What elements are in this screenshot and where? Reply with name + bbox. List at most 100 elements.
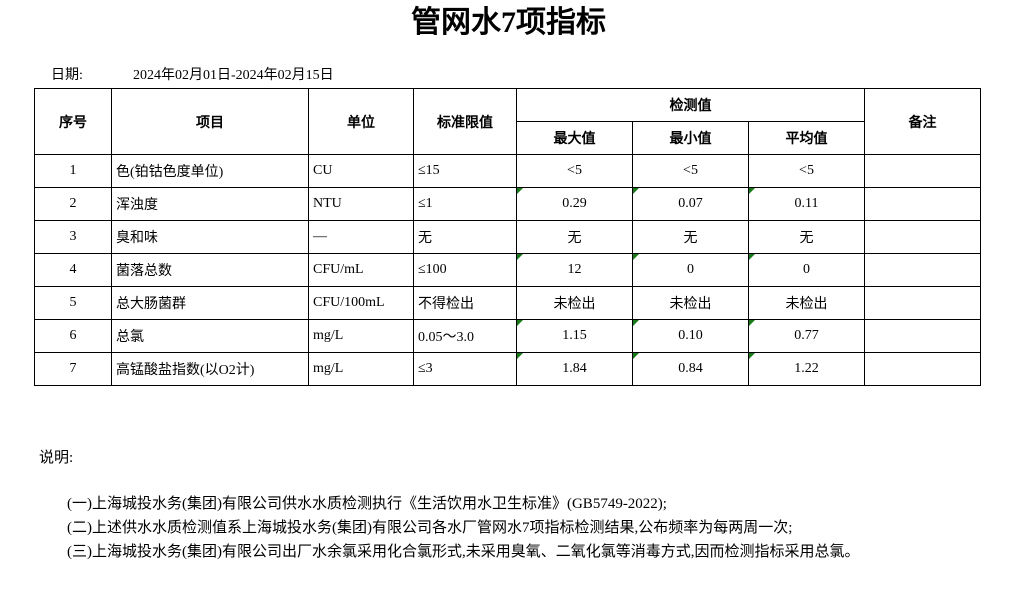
cell-seq-text: 4	[69, 262, 77, 277]
error-indicator-icon	[517, 188, 523, 194]
cell-avg: 0.11	[748, 187, 865, 221]
table-row: 1 色(铂钴色度单位) CU ≤15 <5 <5 <5	[34, 154, 981, 188]
cell-min-text: 无	[683, 231, 698, 246]
cell-remark	[864, 253, 981, 287]
cell-min-text: 0.84	[678, 361, 703, 376]
cell-min: 0.10	[632, 319, 749, 353]
cell-seq: 2	[34, 187, 112, 221]
cell-limit: 不得检出	[413, 286, 517, 320]
cell-avg: 0	[748, 253, 865, 287]
cell-min: 无	[632, 220, 749, 254]
date-range: 日期: 2024年02月01日-2024年02月15日	[51, 64, 334, 84]
error-indicator-icon	[749, 254, 755, 260]
cell-avg: 1.22	[748, 352, 865, 386]
cell-unit-text: mg/L	[313, 328, 344, 343]
cell-unit: NTU	[308, 187, 414, 221]
cell-avg-text: 0	[803, 262, 810, 277]
table-row: 5 总大肠菌群 CFU/100mL 不得检出 未检出 未检出 未检出	[34, 286, 981, 320]
cell-min-text: 0.07	[678, 196, 703, 211]
cell-max-text: 12	[567, 262, 582, 277]
cell-remark	[864, 286, 981, 320]
header-min: 最小值	[632, 121, 749, 155]
cell-limit-text: 无	[418, 231, 432, 246]
cell-max-text: 0.29	[562, 196, 587, 211]
error-indicator-icon	[517, 254, 523, 260]
cell-max: 未检出	[516, 286, 633, 320]
cell-item-text: 总大肠菌群	[116, 297, 186, 312]
cell-seq-text: 5	[69, 295, 77, 310]
cell-limit-text: 0.05～3.0	[418, 330, 474, 345]
cell-item: 浑浊度	[111, 187, 309, 221]
header-limit: 标准限值	[413, 88, 517, 155]
table-row: 2 浑浊度 NTU ≤1 0.29 0.07 0.11	[34, 187, 981, 221]
cell-unit-text: CFU/mL	[313, 262, 364, 277]
cell-max-text: 1.84	[562, 361, 587, 376]
cell-limit: ≤3	[413, 352, 517, 386]
error-indicator-icon	[749, 320, 755, 326]
cell-unit-text: CU	[313, 163, 333, 178]
cell-max: 12	[516, 253, 633, 287]
cell-max: 0.29	[516, 187, 633, 221]
cell-max: <5	[516, 154, 633, 188]
cell-max-text: 无	[567, 231, 582, 246]
cell-seq-text: 3	[69, 229, 77, 244]
error-indicator-icon	[633, 320, 639, 326]
notes-heading: 说明:	[39, 450, 74, 466]
header-seq: 序号	[34, 88, 112, 155]
page-title: 管网水7项指标	[411, 6, 606, 39]
cell-limit-text: ≤15	[418, 163, 440, 178]
cell-seq: 7	[34, 352, 112, 386]
cell-item-text: 菌落总数	[116, 264, 172, 279]
date-value: 2024年02月01日-2024年02月15日	[133, 68, 334, 83]
cell-remark	[864, 154, 981, 188]
cell-unit: CU	[308, 154, 414, 188]
cell-unit: mg/L	[308, 319, 414, 353]
header-measured: 检测值	[516, 88, 865, 122]
error-indicator-icon	[633, 353, 639, 359]
cell-avg-text: 0.11	[794, 196, 819, 211]
cell-seq: 4	[34, 253, 112, 287]
cell-min: 未检出	[632, 286, 749, 320]
cell-min-text: 未检出	[669, 297, 712, 312]
note-line: (二)上述供水水质检测值系上海城投水务(集团)有限公司各水厂管网水7项指标检测结…	[67, 520, 793, 536]
cell-min: <5	[632, 154, 749, 188]
error-indicator-icon	[633, 254, 639, 260]
cell-unit-text: NTU	[313, 196, 342, 211]
table-row: 4 菌落总数 CFU/mL ≤100 12 0 0	[34, 253, 981, 287]
cell-max: 1.84	[516, 352, 633, 386]
cell-seq-text: 1	[69, 163, 77, 178]
header-remark: 备注	[864, 88, 981, 155]
error-indicator-icon	[517, 353, 523, 359]
cell-seq: 5	[34, 286, 112, 320]
cell-limit: 无	[413, 220, 517, 254]
cell-unit: CFU/100mL	[308, 286, 414, 320]
cell-seq: 3	[34, 220, 112, 254]
cell-max-text: 未检出	[553, 297, 596, 312]
cell-seq-text: 6	[69, 328, 77, 343]
cell-unit: —	[308, 220, 414, 254]
cell-seq: 6	[34, 319, 112, 353]
cell-seq-text: 2	[69, 196, 77, 211]
header-max: 最大值	[516, 121, 633, 155]
cell-min-text: <5	[683, 163, 698, 178]
cell-unit-text: mg/L	[313, 361, 344, 376]
cell-limit: ≤1	[413, 187, 517, 221]
note-line: (三)上海城投水务(集团)有限公司出厂水余氯采用化合氯形式,未采用臭氧、二氧化氯…	[67, 544, 860, 560]
cell-avg: <5	[748, 154, 865, 188]
cell-limit-text: ≤100	[418, 262, 447, 277]
cell-item-text: 臭和味	[116, 231, 158, 246]
cell-max-text: 1.15	[562, 328, 587, 343]
cell-item: 臭和味	[111, 220, 309, 254]
cell-avg-text: 0.77	[794, 328, 819, 343]
cell-item: 菌落总数	[111, 253, 309, 287]
cell-item: 总大肠菌群	[111, 286, 309, 320]
cell-avg: 0.77	[748, 319, 865, 353]
header-avg: 平均值	[748, 121, 865, 155]
cell-remark	[864, 187, 981, 221]
indicator-table: 序号 项目 单位 标准限值 检测值 备注 最大值 最小值 平均值 1 色(铂钴色度…	[34, 88, 981, 386]
table-row: 3 臭和味 — 无 无 无 无	[34, 220, 981, 254]
error-indicator-icon	[633, 188, 639, 194]
cell-unit-text: —	[313, 229, 327, 244]
cell-limit-text: 不得检出	[418, 297, 474, 312]
cell-max: 无	[516, 220, 633, 254]
